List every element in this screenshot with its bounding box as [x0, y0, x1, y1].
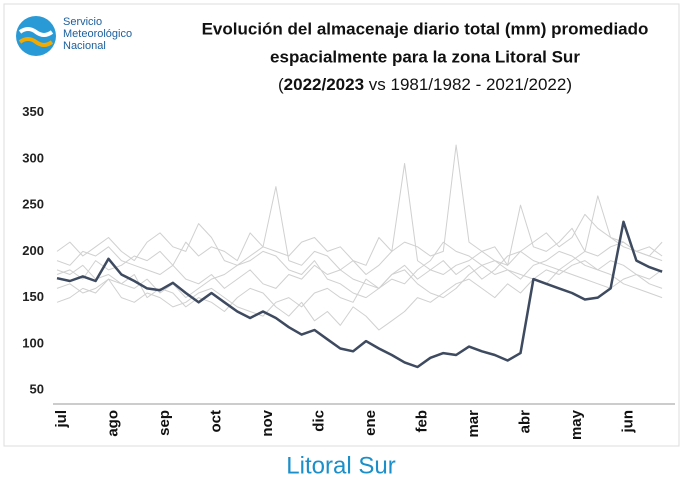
logo-text: Servicio: [63, 16, 102, 28]
x-tick-label: jun: [619, 410, 636, 434]
x-tick-label: ene: [362, 410, 379, 436]
x-tick-label: dic: [310, 410, 327, 432]
subtitle-part: vs 1981/1982 - 2021/2022): [364, 75, 572, 94]
y-tick-label: 150: [22, 289, 44, 304]
subtitle-part: (: [278, 75, 284, 94]
history-line: [56, 144, 663, 280]
history-line: [56, 163, 663, 275]
y-tick-label: 350: [22, 104, 44, 119]
logo: [16, 16, 56, 56]
logo-text: Nacional: [63, 40, 106, 52]
y-tick-label: 300: [22, 150, 44, 165]
x-tick-label: jul: [53, 410, 70, 429]
x-tick-label: ago: [104, 410, 121, 437]
y-tick-label: 250: [22, 197, 44, 212]
y-tick-label: 100: [22, 335, 44, 350]
x-tick-label: oct: [207, 410, 224, 433]
subtitle-part: 2022/2023: [284, 75, 364, 94]
x-tick-label: feb: [413, 410, 430, 433]
x-tick-label: abr: [516, 410, 533, 434]
history-line: [56, 241, 663, 289]
highlight-line: [56, 220, 663, 369]
y-tick-label: 50: [30, 382, 44, 397]
logo-text: Meteorológico: [63, 28, 132, 40]
chart-title: espacialmente para la zona Litoral Sur: [270, 47, 580, 66]
x-tick-label: may: [568, 409, 585, 440]
history-line: [56, 260, 663, 317]
x-tick-label: sep: [156, 410, 173, 436]
x-tick-label: mar: [465, 410, 482, 438]
chart-frame: [3, 3, 680, 447]
chart-subtitle: (2022/2023 vs 1981/1982 - 2021/2022): [278, 75, 572, 94]
y-tick-label: 200: [22, 243, 44, 258]
caption: Litoral Sur: [286, 452, 395, 479]
chart-title: Evolución del almacenaje diario total (m…: [202, 19, 649, 38]
x-tick-label: nov: [259, 409, 276, 436]
